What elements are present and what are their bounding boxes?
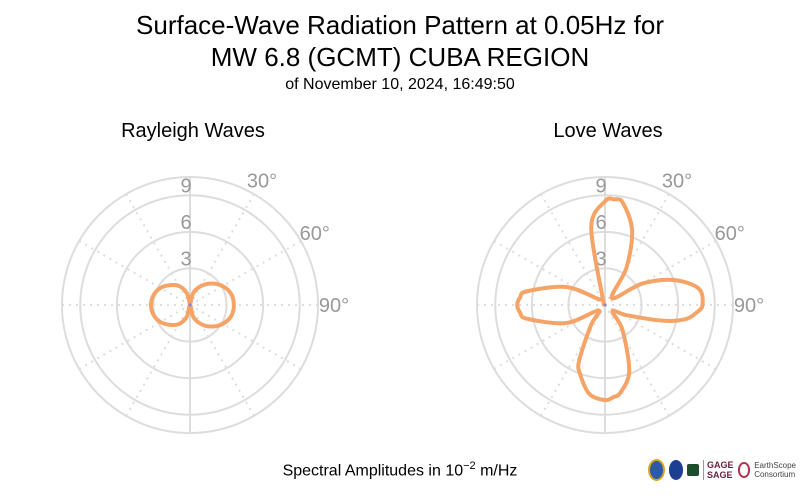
chart-title-line2: MW 6.8 (GCMT) CUBA REGION (210, 42, 590, 72)
rayleigh-grid-ring-6 (115, 230, 265, 380)
love-spoke-330 (540, 193, 606, 306)
rayleigh-theta-label: 90° (319, 295, 349, 317)
love-theta-label: 30° (662, 170, 692, 192)
love-center-dot (603, 303, 607, 307)
rayleigh-spoke-60 (189, 240, 302, 306)
love-r-tick-label: 9 (595, 175, 606, 197)
love-spoke-150 (604, 304, 670, 417)
units-exponent: −2 (463, 460, 476, 472)
sage-text: SAGE (707, 470, 733, 480)
earthscope-logo-text: EarthScope Consortium (754, 461, 796, 479)
chart-subtitle: of November 10, 2024, 16:49:50 (285, 76, 515, 93)
love-radiation-pattern-line (515, 196, 705, 403)
love-r-tick-label: 6 (595, 212, 606, 234)
love-r-tick-label: 3 (595, 248, 606, 270)
love-grid-outer-ring (476, 176, 734, 434)
love-grid-ring-3 (567, 267, 643, 343)
gage-sage-logo: GAGE SAGE (703, 460, 734, 480)
rayleigh-spoke-120 (189, 304, 302, 370)
love-theta-label: 90° (734, 295, 764, 317)
rayleigh-r-tick-label: 6 (180, 212, 191, 234)
rayleigh-spoke-300 (78, 240, 191, 306)
rayleigh-radiation-pattern-line (148, 281, 236, 329)
earthscope-logo-icon (737, 462, 751, 478)
rayleigh-panel-title: Rayleigh Waves (121, 120, 265, 142)
nsf-logo-icon (648, 459, 665, 481)
rayleigh-spoke-240 (78, 304, 191, 370)
earthscope-sub: Consortium (754, 470, 796, 479)
amplitude-units-label: Spectral Amplitudes in 10−2 m/Hz (0, 455, 800, 482)
earthscope-name: EarthScope (754, 461, 797, 470)
love-grid-ring-6 (530, 230, 680, 380)
rayleigh-theta-label: 60° (300, 223, 330, 245)
love-panel-title: Love Waves (553, 120, 663, 142)
nasa-logo-icon (669, 460, 684, 480)
love-theta-label: 60° (715, 223, 745, 245)
rayleigh-r-tick-label: 9 (180, 175, 191, 197)
rayleigh-theta-label: 30° (247, 170, 277, 192)
rayleigh-grid-outer-ring (61, 176, 319, 434)
chart-title-line1: Surface-Wave Radiation Pattern at 0.05Hz… (136, 10, 664, 40)
rayleigh-grid-ring-3 (152, 267, 228, 343)
units-prefix: Spectral Amplitudes in 10 (282, 462, 464, 480)
rayleigh-grid-ring-9 (79, 194, 301, 416)
rayleigh-center-dot (188, 303, 192, 307)
gage-text: GAGE (707, 460, 734, 470)
sponsor-logos: GAGE SAGE EarthScope Consortium (648, 452, 796, 488)
love-grid-ring-9 (494, 194, 716, 416)
rayleigh-r-tick-label: 3 (180, 248, 191, 270)
usgs-logo-icon (687, 464, 700, 476)
love-spoke-210 (540, 304, 606, 417)
units-suffix: m/Hz (475, 462, 518, 480)
